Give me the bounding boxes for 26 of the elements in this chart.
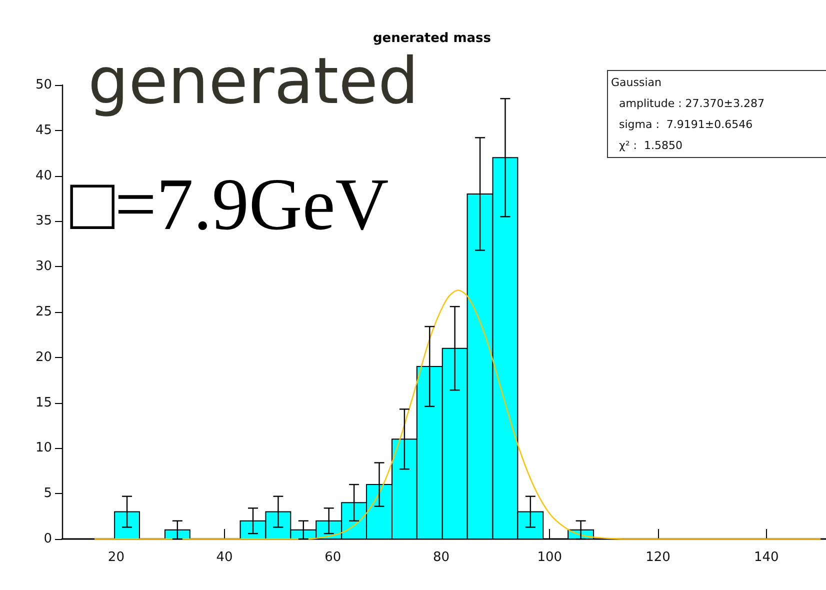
annotation: □=7.9GeV	[70, 164, 389, 246]
chart-title: generated mass	[372, 31, 492, 46]
y-tick-label: 40	[35, 168, 52, 184]
x-tick-label: 20	[108, 550, 124, 565]
x-tick-label: 60	[324, 550, 342, 565]
x-tick-label: 140	[754, 550, 779, 565]
y-tick-label: 45	[35, 122, 52, 138]
annotation: amplitude : 27.370±3.287	[618, 96, 766, 112]
y-tick-label: 50	[35, 78, 52, 92]
y-tick-label: 35	[35, 214, 52, 229]
line-series	[94, 290, 822, 540]
y-tick-label: 5	[44, 486, 52, 502]
y-tick-label: 25	[35, 304, 52, 320]
annotation: sigma : 7.9191±0.6546	[618, 117, 754, 133]
annotation: χ² : 1.5850	[618, 138, 684, 154]
y-tick-label: 0	[44, 532, 52, 546]
x-tick-label: 40	[216, 550, 233, 565]
y-tick-label: 20	[35, 350, 52, 365]
x-tick-label: 100	[537, 550, 562, 565]
y-tick-label: 30	[35, 259, 52, 274]
x-tick-label: 80	[433, 550, 450, 565]
x-tick-label: 120	[646, 550, 670, 565]
y-tick-label: 15	[35, 395, 52, 410]
y-tick-label: 10	[35, 440, 52, 456]
annotation: Gaussian	[611, 75, 662, 91]
annotation: generated	[88, 45, 419, 119]
